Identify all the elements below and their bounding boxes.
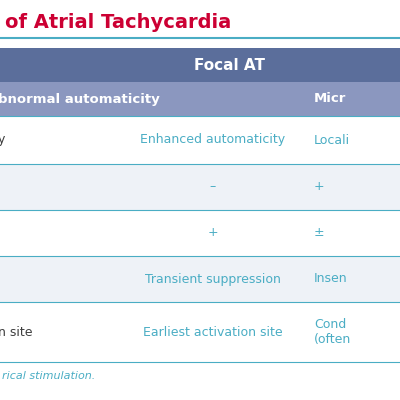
Text: Locali: Locali — [314, 134, 350, 146]
Text: n site: n site — [0, 326, 32, 338]
Bar — [0, 210, 400, 256]
Bar — [0, 302, 400, 362]
Bar — [0, 256, 400, 302]
Bar — [0, 48, 400, 82]
Text: y: y — [0, 134, 5, 146]
Text: Insen: Insen — [314, 272, 348, 286]
Bar — [0, 116, 400, 164]
Text: +: + — [314, 180, 325, 194]
Text: Enhanced automaticity: Enhanced automaticity — [140, 134, 285, 146]
Text: +: + — [207, 226, 218, 240]
Bar — [0, 82, 400, 116]
Text: Earliest activation site: Earliest activation site — [143, 326, 282, 338]
Text: ±: ± — [314, 226, 325, 240]
Bar — [0, 164, 400, 210]
Text: of Atrial Tachycardia: of Atrial Tachycardia — [5, 12, 231, 32]
Text: Focal AT: Focal AT — [194, 58, 266, 72]
Text: Micr: Micr — [314, 92, 346, 106]
Text: rical stimulation.: rical stimulation. — [2, 371, 95, 381]
Text: Transient suppression: Transient suppression — [144, 272, 280, 286]
Text: –: – — [209, 180, 216, 194]
Text: bnormal automaticity: bnormal automaticity — [0, 92, 160, 106]
Text: Cond
(often: Cond (often — [314, 318, 351, 346]
